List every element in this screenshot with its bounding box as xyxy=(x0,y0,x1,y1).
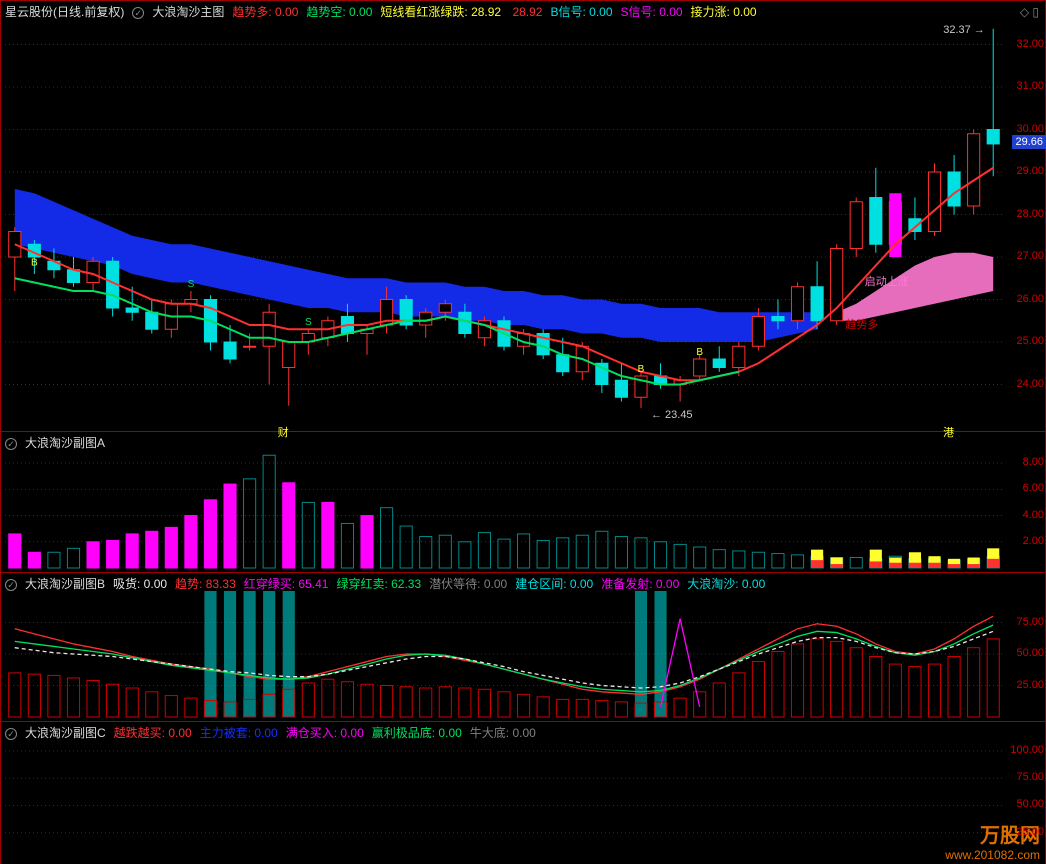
indicator-value: 大浪淘沙: 0.00 xyxy=(687,577,765,591)
y-tick: 29.00 xyxy=(1016,165,1044,177)
y-tick: 100.00 xyxy=(1010,744,1044,756)
y-tick: 31.00 xyxy=(1016,80,1044,92)
check-icon: ✓ xyxy=(5,728,17,740)
indicator-value: 牛大底: 0.00 xyxy=(470,726,536,740)
indicator-value: 绿穿红卖: 62.33 xyxy=(336,577,421,591)
panel-title: 大浪淘沙副图C xyxy=(25,726,106,740)
indicator-value: 趋势空: 0.00 xyxy=(306,5,372,19)
svg-text:B: B xyxy=(31,258,38,269)
y-tick: 32.00 xyxy=(1016,38,1044,50)
y-tick: 2.00 xyxy=(1023,535,1044,547)
y-tick: 50.00 xyxy=(1016,798,1044,810)
watermark-url: www.201082.com xyxy=(945,848,1040,862)
indicator-value: 短线看红涨绿跌: 28.92 xyxy=(380,5,501,19)
panel-header: ✓ 大浪淘沙副图B 吸货: 0.00 趋势: 83.33 红穿绿买: 65.41 绿穿红卖… xyxy=(5,575,773,592)
y-tick: 8.00 xyxy=(1023,456,1044,468)
indicator-value: 接力涨: 0.00 xyxy=(691,5,757,19)
panel-options-icon[interactable]: ◇ ▯ xyxy=(1020,5,1039,19)
panel-header: ✓ 大浪淘沙副图C 越跌越买: 0.00 主力被套: 0.00 满仓买入: 0.00 赢利… xyxy=(5,724,544,741)
chart-name: 大浪淘沙主图 xyxy=(152,5,224,19)
sub-chart-c-panel[interactable]: ✓ 大浪淘沙副图C 越跌越买: 0.00 主力被套: 0.00 满仓买入: 0.00 赢利… xyxy=(0,721,1046,864)
sub-chart-b-panel[interactable]: ✓ 大浪淘沙副图B 吸货: 0.00 趋势: 83.33 红穿绿买: 65.41 绿穿红卖… xyxy=(0,572,1046,722)
svg-text:← 23.45: ← 23.45 xyxy=(651,409,693,421)
chart-annotation: 趋势多 xyxy=(845,316,878,332)
indicator-value: 满仓买入: 0.00 xyxy=(286,726,364,740)
y-tick: 26.00 xyxy=(1016,293,1044,305)
chart-annotation: 启动上涨 xyxy=(865,273,909,289)
y-tick: 30.00 xyxy=(1016,123,1044,135)
y-tick: 25.00 xyxy=(1016,335,1044,347)
indicator-value: 越跌越买: 0.00 xyxy=(114,726,192,740)
indicator-value: 28.92 xyxy=(509,5,542,19)
check-icon: ✓ xyxy=(132,7,144,19)
indicator-value: B信号: 0.00 xyxy=(550,5,612,19)
check-icon: ✓ xyxy=(5,579,17,591)
indicator-value: 准备发射: 0.00 xyxy=(601,577,679,591)
indicator-value: S信号: 0.00 xyxy=(621,5,683,19)
indicator-value: 建仓区间: 0.00 xyxy=(515,577,593,591)
y-tick: 28.00 xyxy=(1016,208,1044,220)
y-tick: 24.00 xyxy=(1016,378,1044,390)
indicator-value: 吸货: 0.00 xyxy=(113,577,167,591)
indicator-value: 主力被套: 0.00 xyxy=(200,726,278,740)
y-tick: 75.00 xyxy=(1016,616,1044,628)
panel-header: ✓ 大浪淘沙副图A xyxy=(5,434,113,451)
y-tick: 4.00 xyxy=(1023,509,1044,521)
svg-text:S: S xyxy=(188,279,195,290)
svg-text:32.37 →: 32.37 → xyxy=(943,24,985,36)
check-icon: ✓ xyxy=(5,438,17,450)
chart-annotation: 港 xyxy=(943,424,954,440)
y-tick: 25.00 xyxy=(1016,826,1044,838)
sub-chart-a-panel[interactable]: ✓ 大浪淘沙副图A xyxy=(0,431,1046,573)
chart-annotation: 财 xyxy=(278,424,289,440)
y-tick: 25.00 xyxy=(1016,679,1044,691)
indicator-value: 趋势多: 0.00 xyxy=(232,5,298,19)
stock-title: 星云股份(日线.前复权) xyxy=(5,5,124,19)
y-tick: 50.00 xyxy=(1016,647,1044,659)
svg-text:B: B xyxy=(696,347,703,358)
panel-title: 大浪淘沙副图B xyxy=(25,577,105,591)
svg-text:S: S xyxy=(305,317,312,328)
svg-text:B: B xyxy=(638,364,645,375)
indicator-value: 趋势: 83.33 xyxy=(175,577,236,591)
y-tick: 75.00 xyxy=(1016,771,1044,783)
indicator-value: 红穿绿买: 65.41 xyxy=(244,577,329,591)
y-tick: 27.00 xyxy=(1016,250,1044,262)
indicator-value: 潜伏等待: 0.00 xyxy=(429,577,507,591)
panel-header: 星云股份(日线.前复权) ✓ 大浪淘沙主图趋势多: 0.00 趋势空: 0.00 短线看… xyxy=(5,3,765,20)
current-price-badge: 29.66 xyxy=(1012,135,1046,149)
y-tick: 6.00 xyxy=(1023,482,1044,494)
main-chart-panel[interactable]: 星云股份(日线.前复权) ✓ 大浪淘沙主图趋势多: 0.00 趋势空: 0.00 短线看… xyxy=(0,0,1046,432)
panel-title: 大浪淘沙副图A xyxy=(25,436,105,450)
indicator-value: 赢利极品底: 0.00 xyxy=(372,726,462,740)
